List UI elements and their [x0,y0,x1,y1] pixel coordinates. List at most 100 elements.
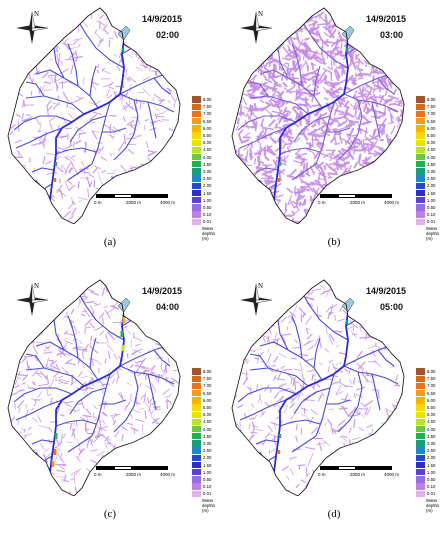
flooded-cell [280,71,285,82]
flooded-cell [101,170,106,174]
flooded-cell [243,180,250,187]
flooded-cell [293,58,302,69]
legend-row: 6.50 [416,389,436,397]
flooded-cell [311,123,317,128]
flooded-cell [76,96,81,99]
flooded-cell [56,405,61,416]
deep-water-cell [277,178,281,182]
tributary [277,47,289,79]
flooded-cell [274,20,282,27]
flooded-cell [352,95,363,99]
flooded-cell [93,165,102,170]
flooded-cell [239,60,250,68]
flooded-cell [380,178,384,184]
tributary [102,127,127,133]
flooded-cell [345,122,356,128]
flooded-cell [104,341,110,344]
tributary [291,435,317,453]
flooded-cell [50,491,58,493]
flooded-cell [241,139,250,144]
legend-row: 8.00 [416,96,436,103]
flooded-cell [382,313,392,320]
flooded-cell [373,164,377,173]
flooded-cell [71,331,81,337]
flooded-cell [298,39,304,49]
flooded-cell [47,106,53,111]
flooded-cell [340,125,350,130]
flooded-cell [21,382,27,385]
flooded-cell [339,306,343,312]
flooded-cell [262,74,267,80]
flooded-cell [363,114,369,122]
flooded-cell [245,191,249,198]
legend-swatch [416,454,425,462]
legend-swatch [192,175,201,182]
flooded-cell [367,41,371,47]
flooded-cell [290,394,299,403]
flooded-cell [311,427,318,434]
flooded-cell [332,93,340,99]
flooded-cell [313,72,321,76]
flooded-cell [76,438,81,448]
flooded-cell [25,452,30,455]
flooded-cell [241,85,244,91]
flooded-cell [388,47,398,56]
flooded-cell [55,77,65,81]
flooded-cell [273,217,280,223]
flooded-cell [260,147,265,151]
flooded-cell [264,490,274,495]
flooded-cell [273,356,279,363]
legend-title-line: (m) [202,236,209,242]
flooded-cell [104,436,110,442]
flooded-cell [149,485,154,495]
flooded-cell [58,301,65,308]
legend-value: 8.00 [203,97,212,103]
flooded-cell [294,186,297,193]
flooded-cell [119,321,121,326]
flooded-cell [313,212,317,218]
legend-value: 0.10 [203,212,212,218]
flooded-cell [232,203,241,209]
legend-value: 4.50 [203,147,212,153]
scale-bar: 0 m 2000 m 4000 m [94,466,176,482]
flooded-cell [282,290,288,293]
flooded-cell [356,386,366,391]
flooded-cell [167,357,170,364]
flooded-cell [260,361,264,363]
flooded-cell [239,328,247,331]
flooded-cell [250,182,256,190]
flooded-cell [312,20,319,26]
flooded-cell [315,59,323,64]
flooded-cell [17,150,22,156]
flooded-cell [143,392,147,404]
flooded-cell [49,122,54,133]
flooded-cell [348,127,355,137]
flooded-cell [336,14,341,22]
flooded-cell [168,128,174,132]
flooded-cell [167,99,171,103]
legend-value: 3.50 [427,433,436,439]
flooded-cell [105,285,108,293]
panel-caption: (b) [327,236,341,248]
flooded-cell [394,69,398,79]
legend-row: 8.00 [192,96,212,103]
flooded-cell [97,426,107,432]
flooded-cell [57,464,65,470]
flooded-cell [397,218,401,224]
legend-value: 7.50 [427,376,436,382]
flooded-cell [103,29,109,35]
flooded-cell [159,98,164,105]
flooded-cell [374,456,380,466]
flooded-cell [389,365,396,368]
flooded-cell [386,492,394,496]
flooded-cell [380,326,385,328]
flooded-cell [262,337,266,343]
flooded-cell [67,203,74,210]
flooded-cell [58,349,66,357]
flooded-cell [47,194,55,202]
legend-value: 1.00 [203,197,212,203]
flooded-cell [49,397,53,405]
legend-swatch [192,110,201,118]
flooded-cell [22,65,27,69]
flooded-cell [355,219,364,224]
